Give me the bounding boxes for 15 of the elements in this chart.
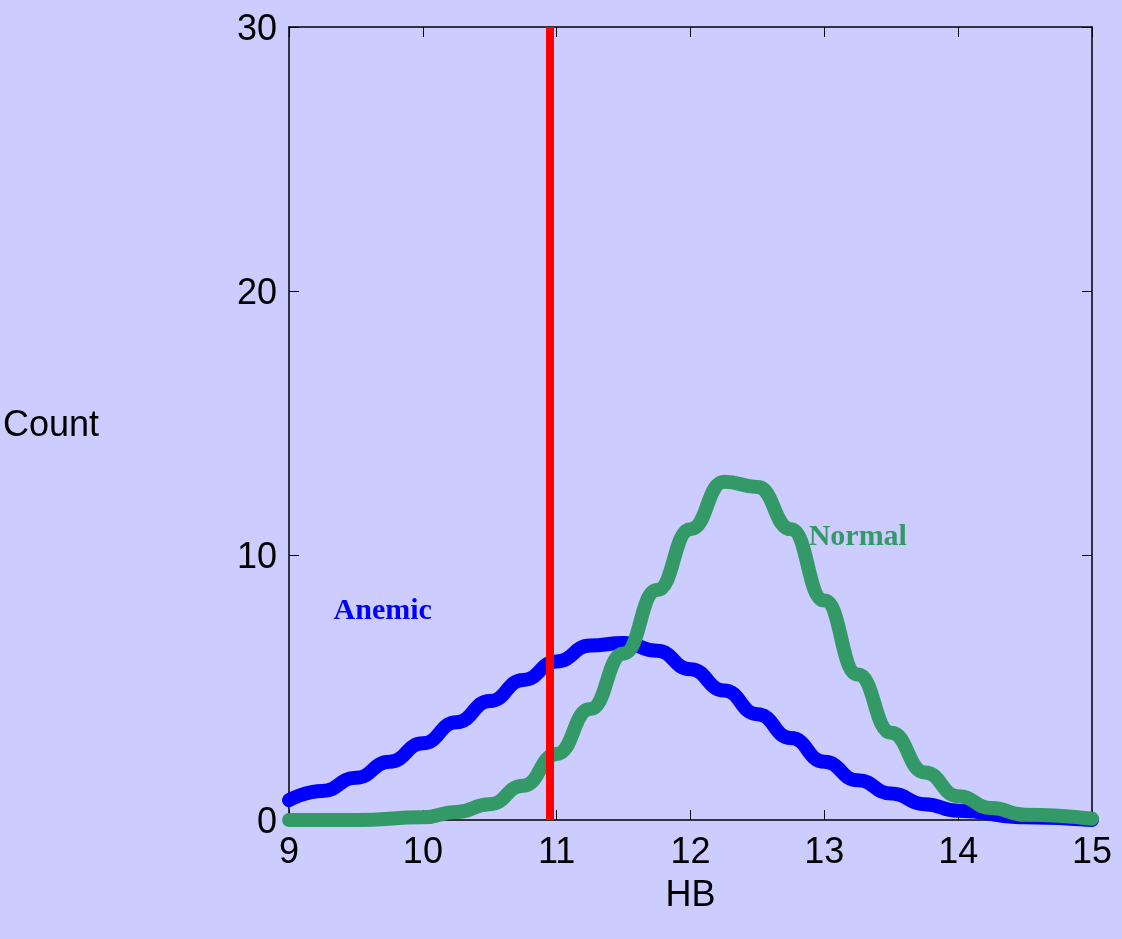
x-tick-label: 12 [670, 829, 711, 871]
series-label: Normal [808, 518, 907, 552]
x-tick-label: 10 [402, 829, 443, 871]
x-tick-label: 9 [279, 829, 300, 871]
y-tick-label: 10 [237, 535, 278, 577]
x-tick-label: 15 [1071, 829, 1113, 871]
y-axis-title: Count [2, 403, 100, 444]
y-tick-label: 0 [257, 799, 278, 841]
x-tick-label: 13 [804, 829, 845, 871]
y-tick-label: 30 [237, 6, 278, 48]
x-axis-title: HB [665, 872, 716, 914]
x-tick-label: 14 [938, 829, 979, 871]
x-tick-label: 11 [538, 829, 576, 871]
text: Anemic [333, 592, 432, 626]
y-tick-label: 20 [237, 270, 278, 312]
